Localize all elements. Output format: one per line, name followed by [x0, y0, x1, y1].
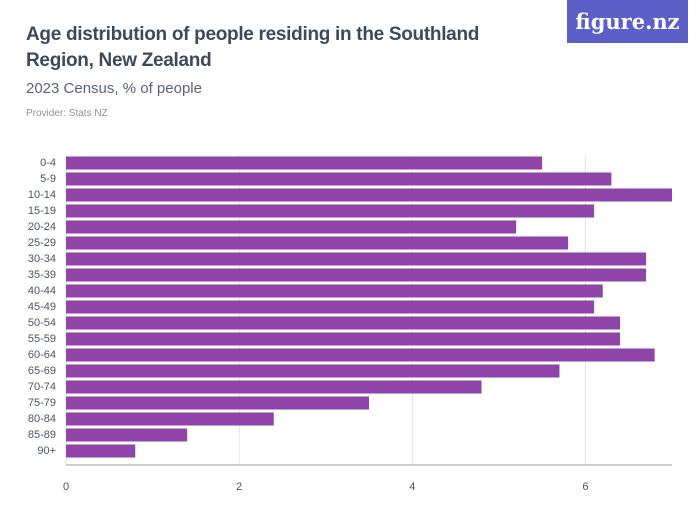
y-tick-label: 80-84 — [28, 413, 56, 425]
y-tick-label: 65-69 — [28, 365, 56, 377]
y-tick-label: 70-74 — [28, 381, 56, 393]
y-tick-label: 85-89 — [28, 429, 56, 441]
y-tick-label: 40-44 — [28, 285, 56, 297]
y-tick-label: 0-4 — [40, 157, 56, 169]
bar — [66, 364, 560, 378]
bar — [66, 220, 517, 234]
y-tick-label: 45-49 — [28, 301, 56, 313]
y-tick-label: 60-64 — [28, 349, 56, 361]
x-tick-label: 2 — [236, 481, 242, 493]
bar — [66, 332, 621, 346]
bar — [66, 428, 188, 442]
bar — [66, 204, 595, 218]
bar — [66, 284, 603, 298]
bar — [66, 412, 274, 426]
provider: Provider: Stats NZ — [26, 108, 108, 119]
bar — [66, 380, 482, 394]
y-tick-label: 5-9 — [40, 173, 56, 185]
y-tick-label: 35-39 — [28, 269, 56, 281]
bar — [66, 172, 612, 186]
bar — [66, 316, 621, 330]
y-tick-label: 20-24 — [28, 221, 56, 233]
bar — [66, 252, 647, 266]
x-tick-label: 6 — [582, 481, 588, 493]
x-tick-label: 4 — [409, 481, 415, 493]
y-tick-label: 15-19 — [28, 205, 56, 217]
y-tick-label: 10-14 — [28, 189, 56, 201]
x-tick-label: 0 — [63, 481, 69, 493]
bar — [66, 396, 369, 410]
bar — [66, 268, 647, 282]
bar — [66, 188, 672, 202]
chart-title: Age distribution of people residing in t… — [26, 24, 480, 71]
y-tick-label: 30-34 — [28, 253, 56, 265]
y-tick-label: 25-29 — [28, 237, 56, 249]
y-tick-label: 90+ — [37, 445, 56, 457]
y-tick-label: 75-79 — [28, 397, 56, 409]
bar — [66, 444, 136, 458]
bar — [66, 348, 655, 362]
y-tick-label: 50-54 — [28, 317, 56, 329]
bar — [66, 156, 543, 170]
logo[interactable]: figure.nz — [567, 0, 688, 43]
chart-subtitle: 2023 Census, % of people — [26, 80, 202, 97]
y-tick-label: 55-59 — [28, 333, 56, 345]
bar — [66, 300, 595, 314]
bar — [66, 236, 569, 250]
